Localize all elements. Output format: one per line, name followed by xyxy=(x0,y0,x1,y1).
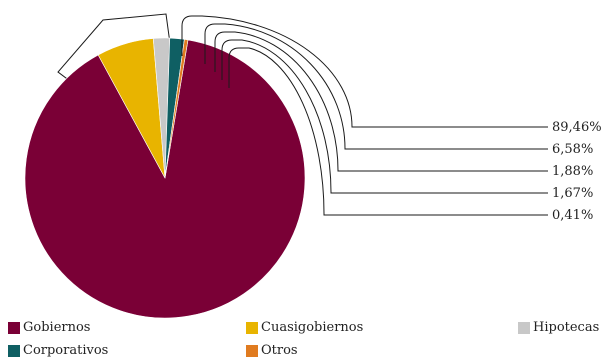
legend-item-cuasigobiernos: Cuasigobiernos xyxy=(246,320,363,336)
data-label-cuasigobiernos: 6,58% xyxy=(552,142,593,157)
pie-slices xyxy=(24,37,306,319)
legend-swatch xyxy=(8,322,20,334)
leader-line-corporativos xyxy=(221,39,548,194)
pie-slice-gobiernos xyxy=(24,39,306,319)
legend-label: Hipotecas xyxy=(533,320,600,335)
data-label-otros: 0,41% xyxy=(552,208,593,223)
legend-swatch xyxy=(246,322,258,334)
legend-swatch xyxy=(8,345,20,357)
data-labels: 89,46% 6,58% 1,88% 1,67% 0,41% xyxy=(552,120,602,223)
legend-item-hipotecas: Hipotecas xyxy=(518,320,599,336)
leader-line-gobiernos xyxy=(181,15,548,128)
legend-label: Otros xyxy=(261,343,298,358)
legend-item-gobiernos: Gobiernos xyxy=(8,320,90,336)
legend-item-otros: Otros xyxy=(246,343,298,359)
leader-line-cuasigobiernos xyxy=(204,23,548,150)
leader-line-hipotecas xyxy=(214,31,548,172)
legend-swatch xyxy=(518,322,530,334)
legend-label: Corporativos xyxy=(23,343,109,358)
legend-label: Cuasigobiernos xyxy=(261,320,364,335)
legend-swatch xyxy=(246,345,258,357)
data-label-hipotecas: 1,88% xyxy=(552,164,593,179)
leader-lines xyxy=(181,15,548,216)
legend-label: Gobiernos xyxy=(23,320,91,335)
data-label-gobiernos: 89,46% xyxy=(552,120,602,135)
pie-slice-otros xyxy=(164,39,189,179)
legend-item-corporativos: Corporativos xyxy=(8,343,108,359)
leader-line-otros xyxy=(228,47,548,216)
data-label-corporativos: 1,67% xyxy=(552,186,593,201)
